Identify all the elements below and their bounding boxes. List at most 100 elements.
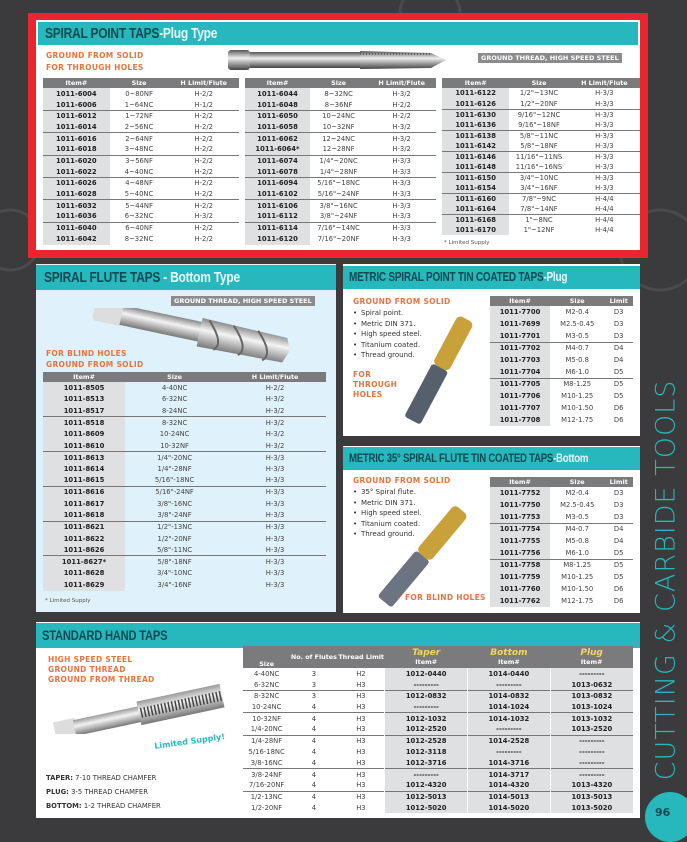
- cell: H-3/3: [265, 569, 285, 578]
- metric-spiral-flute-section: METRIC 35° SPIRAL FLUTE TIN COATED TAPS-…: [343, 446, 640, 613]
- column-header: H Limit/Flute: [568, 78, 640, 88]
- item-number: 1011-8629: [43, 579, 126, 591]
- cell: M10-1.50: [561, 404, 594, 412]
- spiral-point-section: SPIRAL POINT TAPS-Plug Type GROUND FROM …: [28, 13, 648, 258]
- section-title: STANDARD HAND TAPS: [36, 623, 640, 648]
- cell: 10-24NC: [159, 430, 190, 439]
- item-number: 1011-7755: [490, 535, 551, 547]
- cell: 8-24NC: [161, 406, 188, 415]
- item-number: 1011-6164: [442, 203, 510, 214]
- table-row: 3/8-24NF 4 H3 --------- 1014-3717 ---------: [243, 768, 633, 780]
- cell: 5~40NC: [124, 190, 154, 199]
- cell: H-2/2: [194, 167, 213, 176]
- cell: 4-40NC: [254, 669, 280, 678]
- column-header: Size: [109, 78, 169, 88]
- cell: H-3/3: [568, 150, 640, 162]
- item-number: 1012-4320: [384, 779, 468, 792]
- cell: 9/16"~18NF: [518, 120, 560, 129]
- table-row: 1011-8610 10-32NF H-3/2: [43, 439, 326, 452]
- cell: H-3/3: [265, 476, 285, 485]
- item-number: 1012-5013: [384, 790, 468, 803]
- cell: 4~40NC: [124, 167, 154, 176]
- item-number: 1011-6042: [43, 233, 110, 245]
- cell: 10-24NC: [251, 702, 282, 711]
- cell: 10-32NF: [243, 712, 291, 724]
- item-number: 1011-6136: [442, 119, 510, 130]
- tin-coated-tap-image: [405, 316, 473, 424]
- item-number: 1011-6106: [245, 199, 310, 212]
- cell: H3: [356, 702, 366, 711]
- holes-note: THROUGH: [353, 380, 398, 389]
- chamfer-type: PLUG:: [46, 788, 69, 796]
- feature-bullet: 35° Spiral flute. •: [353, 488, 416, 496]
- column-header: H Limit/Flute: [224, 372, 326, 382]
- item-label: Item#: [415, 658, 438, 666]
- item-number: 1013-5020: [549, 802, 633, 814]
- cell: H-2/2: [194, 89, 213, 98]
- table-row: 1011-8513 6-32NC H-3/2: [43, 393, 326, 406]
- cell: 4: [311, 702, 317, 711]
- item-number: 1011-6094: [245, 176, 310, 189]
- table-row: 1011-6136 9/16"~18NF H-3/3: [442, 119, 640, 130]
- item-number: 1014-1024: [467, 701, 551, 713]
- cell: H-1/2: [194, 100, 213, 109]
- cell: 7/16"~14NC: [309, 221, 368, 234]
- item-number: 1014-1032: [467, 712, 551, 724]
- cell: H-3/3: [367, 154, 436, 167]
- column-header: Item#: [245, 78, 310, 88]
- item-number: 1011-7708: [490, 414, 551, 426]
- cell: 3: [311, 680, 317, 689]
- cell: D3: [613, 501, 624, 509]
- cell: H-3/3: [265, 580, 285, 589]
- cell: 1~72NF: [109, 109, 169, 122]
- cell: 3~48NC: [124, 145, 154, 154]
- cell: 5/8"~18NF: [520, 141, 558, 150]
- cell: D5: [613, 573, 624, 581]
- cell: H-3/3: [265, 545, 285, 554]
- cell: 4: [311, 725, 317, 734]
- cell: 4: [290, 712, 338, 724]
- item-number: ---------: [549, 746, 633, 758]
- item-number: 1014-4320: [467, 779, 551, 792]
- cell: H-2/2: [168, 154, 239, 167]
- hand-tap-image: [52, 684, 225, 734]
- cell: H-4/4: [595, 225, 614, 234]
- spiral-flute-tap-image: [92, 308, 290, 363]
- item-number: 1011-8628: [43, 567, 126, 580]
- item-number: 1011-6074: [245, 154, 310, 167]
- table-row: 1011-7702 M4-0.7 D4: [490, 341, 633, 354]
- note: HIGH SPEED STEEL: [48, 655, 133, 664]
- column-header: Size: [309, 78, 368, 88]
- table-row: 1/4-28NF 4 H3 1012-2528 1014-2528 ---------: [243, 734, 633, 747]
- item-number: 1011-8610: [43, 439, 126, 452]
- cell: H-3/3: [595, 120, 614, 129]
- chamfer-note: PLUG: 3-5 THREAD CHAMFER: [46, 785, 161, 799]
- table-row: 1011-6044 8~32NC H-3/2: [245, 88, 436, 100]
- item-number: 1011-6120: [245, 233, 310, 245]
- column-header: H Limit/Flute: [367, 78, 436, 88]
- cell: 4-40NC: [161, 383, 188, 392]
- item-number: ---------: [549, 734, 633, 747]
- item-number: 1012-5020: [384, 802, 468, 814]
- cell: 12~24NC: [309, 132, 368, 144]
- feature-bullet: Titanium coated. •: [353, 519, 421, 528]
- cell: H-3/3: [595, 99, 614, 108]
- table-row: 1011-6036 6~32NC H-3/2: [43, 211, 239, 223]
- cell: H-3/3: [224, 520, 326, 533]
- cell: D3: [613, 489, 624, 497]
- cell: H-3/2: [392, 122, 411, 131]
- table-row: 1011-7705 M8-1.25 D5: [490, 377, 633, 390]
- item-table: Item# Size H Limit/Flute 1011-6122 1/2"~13NC…: [442, 78, 640, 235]
- cell: 3/4"-10NC: [157, 569, 193, 578]
- table-row: 1011-6040 6~40NF H-2/2: [43, 221, 239, 234]
- cell: 6-32NC: [161, 395, 188, 404]
- item-table: Item# Size H Limit/Flute 1011-6004 0~80NF H-2…: [43, 78, 239, 245]
- cell: 1/2"-20NF: [157, 534, 192, 543]
- item-number: 1011-8613: [43, 451, 126, 464]
- cell: 7/16-20NF: [248, 781, 285, 790]
- table-row: 1011-8621 1/2"-13NC H-3/3: [43, 520, 326, 533]
- cell: 4: [311, 747, 317, 756]
- note: FOR THROUGH HOLES: [46, 63, 144, 72]
- item-table: Item# Size H Limit/Flute 1011-8505 4-40NC H-2…: [43, 372, 326, 591]
- item-number: 1011-6148: [442, 161, 510, 172]
